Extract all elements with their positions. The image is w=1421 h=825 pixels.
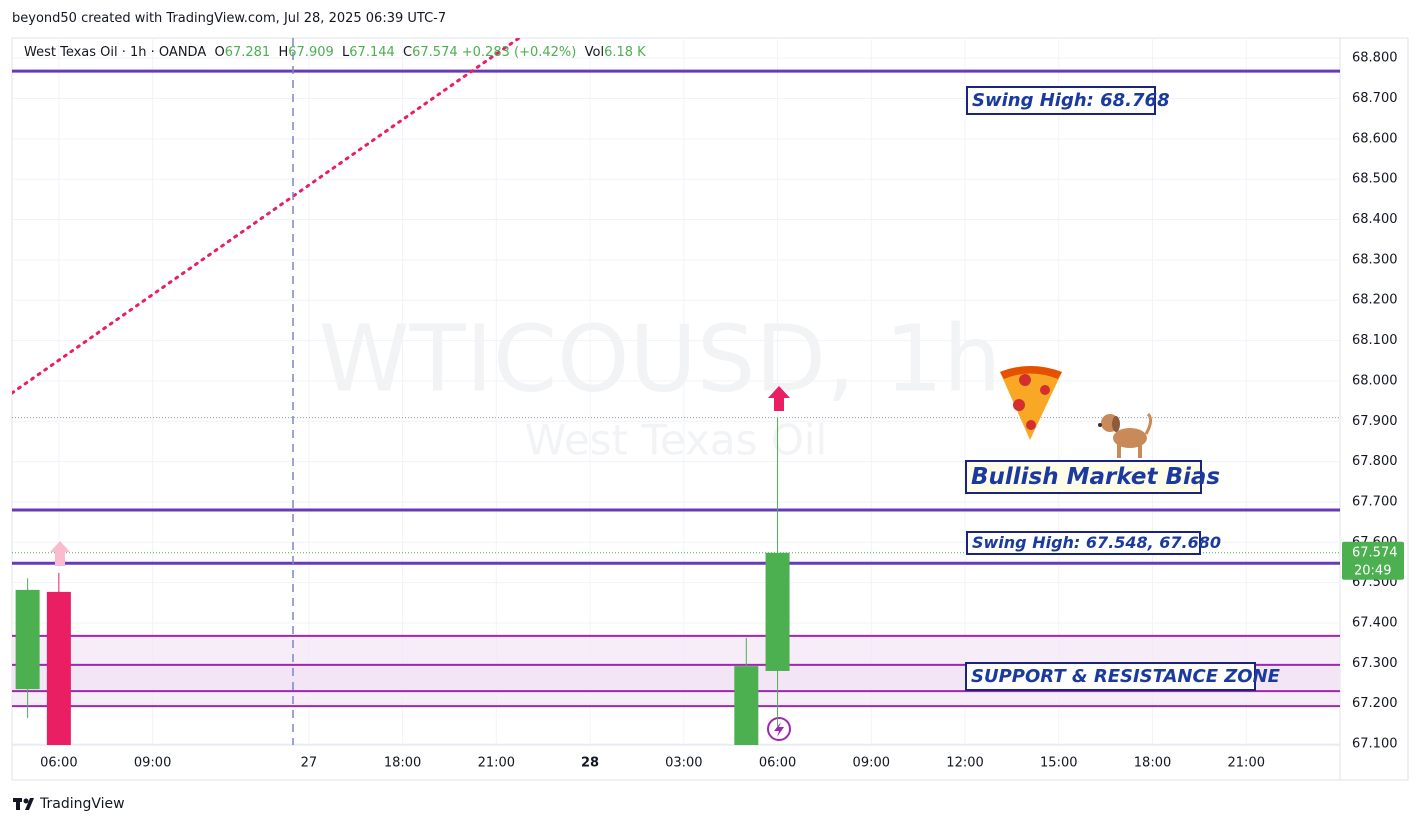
event-bolt — [774, 722, 784, 737]
open-value: 67.281 — [224, 45, 271, 60]
annotation: Swing High: 68.768 — [966, 86, 1170, 115]
low-value: 67.144 — [349, 45, 395, 60]
change: +0.283 (+0.42%) — [461, 45, 577, 60]
close-value: 67.574 — [412, 45, 458, 60]
y-tick-label: 68.700 — [1352, 91, 1398, 106]
x-tick-label: 06:00 — [759, 756, 796, 771]
y-tick-label: 68.300 — [1352, 252, 1398, 267]
label: Vol — [584, 45, 605, 60]
y-tick-label: 68.000 — [1352, 373, 1398, 388]
label: C — [403, 45, 413, 60]
y-tick-label: 68.500 — [1352, 172, 1398, 187]
y-tick-label: 68.200 — [1352, 293, 1398, 308]
x-tick-label: 15:00 — [1040, 756, 1077, 771]
watermark-sub: West Texas Oil — [525, 416, 827, 465]
x-tick-label: 09:00 — [853, 756, 890, 771]
x-tick-label: 28 — [581, 756, 599, 771]
y-tick-label: 68.100 — [1352, 333, 1398, 348]
label: H — [278, 45, 289, 60]
y-tick-label: 67.800 — [1352, 454, 1398, 469]
candle-body — [15, 589, 40, 690]
label: O — [214, 45, 225, 60]
annotation: Swing High: 67.548, 67.680 — [966, 531, 1221, 555]
symbol: West Texas Oil · 1h · OANDA — [24, 45, 207, 60]
brand: TradingView — [40, 796, 125, 812]
candle-body — [46, 591, 71, 745]
tv-logo — [13, 798, 34, 810]
x-tick-label: 18:00 — [1134, 756, 1171, 771]
trend-line — [12, 38, 522, 395]
annotation: SUPPORT & RESISTANCE ZONE — [965, 662, 1280, 691]
x-tick-label: 09:00 — [134, 756, 171, 771]
y-tick-label: 68.800 — [1352, 51, 1398, 66]
x-tick-label: 21:00 — [1228, 756, 1265, 771]
y-tick-label: 67.200 — [1352, 696, 1398, 711]
pizza-icon — [1000, 366, 1062, 440]
annotation: Bullish Market Bias — [965, 460, 1220, 494]
y-tick-label: 67.300 — [1352, 656, 1398, 671]
x-tick-label: 12:00 — [946, 756, 983, 771]
y-tick-label: 68.600 — [1352, 131, 1398, 146]
candle-body — [734, 666, 759, 745]
x-tick-label: 03:00 — [665, 756, 702, 771]
up-arrow — [768, 386, 790, 411]
y-tick-label: 67.400 — [1352, 615, 1398, 630]
x-tick-label: 06:00 — [40, 756, 77, 771]
legend-header: West Texas Oil · 1h · OANDA O67.281 H67.… — [24, 45, 646, 60]
high-value: 67.909 — [288, 45, 334, 60]
watermark: WTICOUSD, 1h — [319, 305, 1002, 412]
dog-icon — [1098, 412, 1153, 458]
price-tag — [1342, 541, 1404, 580]
volume: 6.18 K — [604, 45, 646, 60]
x-tick-label: 18:00 — [384, 756, 421, 771]
price-tag-label: 67.574 — [1352, 545, 1398, 560]
candle-body — [765, 552, 790, 671]
countdown: 20:49 — [1354, 563, 1391, 578]
up-arrow-faded — [50, 541, 70, 566]
y-tick-label: 67.900 — [1352, 414, 1398, 429]
label: L — [342, 45, 350, 60]
x-tick-label: 27 — [301, 756, 318, 771]
y-tick-label: 67.100 — [1352, 737, 1398, 752]
attribution: beyond50 created with TradingView.com, J… — [12, 11, 447, 26]
frame — [11, 37, 1409, 781]
y-tick-label: 67.700 — [1352, 494, 1398, 509]
x-tick-label: 21:00 — [478, 756, 515, 771]
y-tick-label: 68.400 — [1352, 212, 1398, 227]
